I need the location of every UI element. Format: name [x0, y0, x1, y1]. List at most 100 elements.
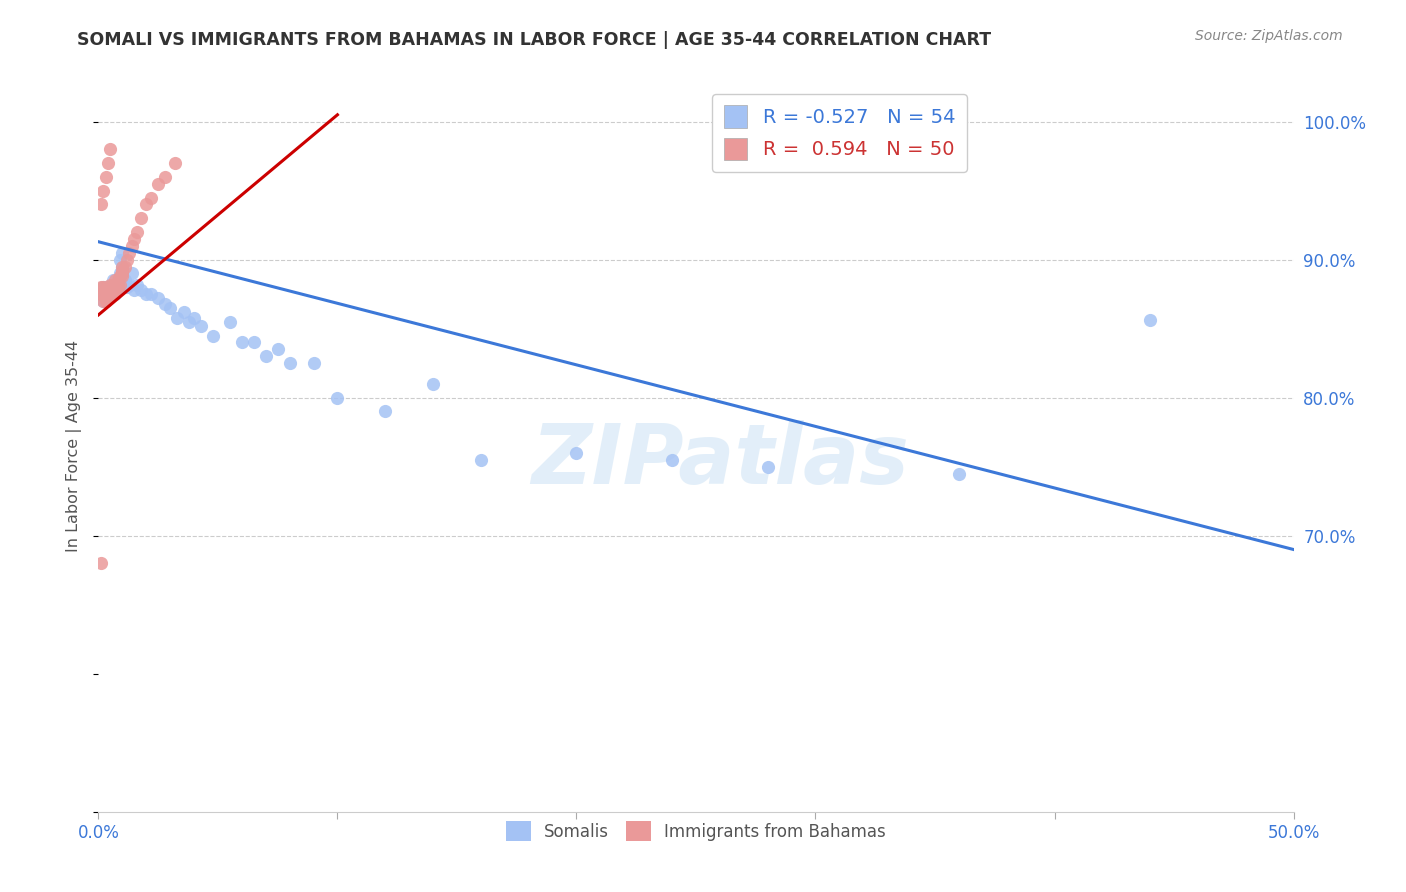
Point	[948, 467, 970, 481]
Point	[97, 287, 120, 301]
Point	[111, 264, 134, 278]
Point	[267, 343, 290, 357]
Point	[98, 287, 122, 301]
Point	[94, 280, 117, 294]
Point	[124, 283, 146, 297]
Point	[155, 169, 177, 184]
Point	[131, 211, 153, 226]
Point	[111, 260, 134, 274]
Legend: Somalis, Immigrants from Bahamas: Somalis, Immigrants from Bahamas	[499, 814, 893, 847]
Point	[107, 277, 129, 292]
Point	[98, 277, 122, 292]
Point	[90, 287, 112, 301]
Point	[661, 452, 683, 467]
Point	[111, 267, 134, 281]
Text: Source: ZipAtlas.com: Source: ZipAtlas.com	[1195, 29, 1343, 43]
Point	[107, 283, 129, 297]
Point	[278, 356, 301, 370]
Point	[202, 328, 225, 343]
Point	[118, 277, 141, 292]
Point	[108, 267, 131, 281]
Point	[90, 557, 112, 571]
Point	[101, 283, 124, 297]
Point	[254, 349, 277, 363]
Point	[107, 273, 129, 287]
Point	[104, 283, 127, 297]
Point	[94, 283, 117, 297]
Point	[125, 225, 148, 239]
Point	[91, 294, 114, 309]
Point	[98, 280, 122, 294]
Point	[121, 267, 143, 281]
Point	[219, 315, 242, 329]
Point	[104, 280, 127, 294]
Point	[111, 269, 134, 284]
Point	[159, 301, 181, 315]
Point	[97, 280, 120, 294]
Point	[121, 239, 143, 253]
Point	[148, 177, 170, 191]
Point	[107, 277, 129, 292]
Point	[115, 280, 138, 294]
Point	[104, 280, 127, 294]
Point	[90, 287, 112, 301]
Point	[131, 283, 153, 297]
Y-axis label: In Labor Force | Age 35-44: In Labor Force | Age 35-44	[66, 340, 83, 552]
Point	[124, 232, 146, 246]
Point	[98, 280, 122, 294]
Point	[148, 291, 170, 305]
Point	[173, 305, 195, 319]
Point	[91, 280, 114, 294]
Point	[179, 315, 201, 329]
Point	[91, 287, 114, 301]
Point	[101, 287, 124, 301]
Point	[135, 287, 157, 301]
Point	[374, 404, 396, 418]
Point	[190, 318, 212, 333]
Point	[231, 335, 253, 350]
Point	[101, 280, 124, 294]
Point	[183, 310, 205, 325]
Text: ZIPatlas: ZIPatlas	[531, 420, 908, 501]
Point	[163, 156, 186, 170]
Point	[108, 269, 131, 284]
Point	[108, 277, 131, 292]
Point	[114, 273, 136, 287]
Point	[97, 156, 120, 170]
Point	[94, 287, 117, 301]
Point	[104, 283, 127, 297]
Point	[101, 280, 124, 294]
Point	[243, 335, 266, 350]
Point	[101, 277, 124, 292]
Point	[91, 280, 114, 294]
Point	[97, 283, 120, 297]
Point	[94, 291, 117, 305]
Point	[111, 245, 134, 260]
Point	[94, 169, 117, 184]
Point	[108, 252, 131, 267]
Point	[90, 197, 112, 211]
Point	[91, 184, 114, 198]
Point	[104, 273, 127, 287]
Point	[139, 191, 162, 205]
Point	[94, 294, 117, 309]
Point	[97, 287, 120, 301]
Point	[115, 252, 138, 267]
Point	[135, 197, 157, 211]
Point	[125, 277, 148, 292]
Point	[97, 280, 120, 294]
Point	[101, 287, 124, 301]
Point	[114, 260, 136, 274]
Point	[302, 356, 325, 370]
Point	[1139, 313, 1161, 327]
Text: SOMALI VS IMMIGRANTS FROM BAHAMAS IN LABOR FORCE | AGE 35-44 CORRELATION CHART: SOMALI VS IMMIGRANTS FROM BAHAMAS IN LAB…	[77, 31, 991, 49]
Point	[166, 310, 188, 325]
Point	[101, 273, 124, 287]
Point	[91, 294, 114, 309]
Point	[422, 376, 444, 391]
Point	[565, 446, 588, 460]
Point	[98, 142, 122, 156]
Point	[326, 391, 349, 405]
Point	[90, 280, 112, 294]
Point	[118, 245, 141, 260]
